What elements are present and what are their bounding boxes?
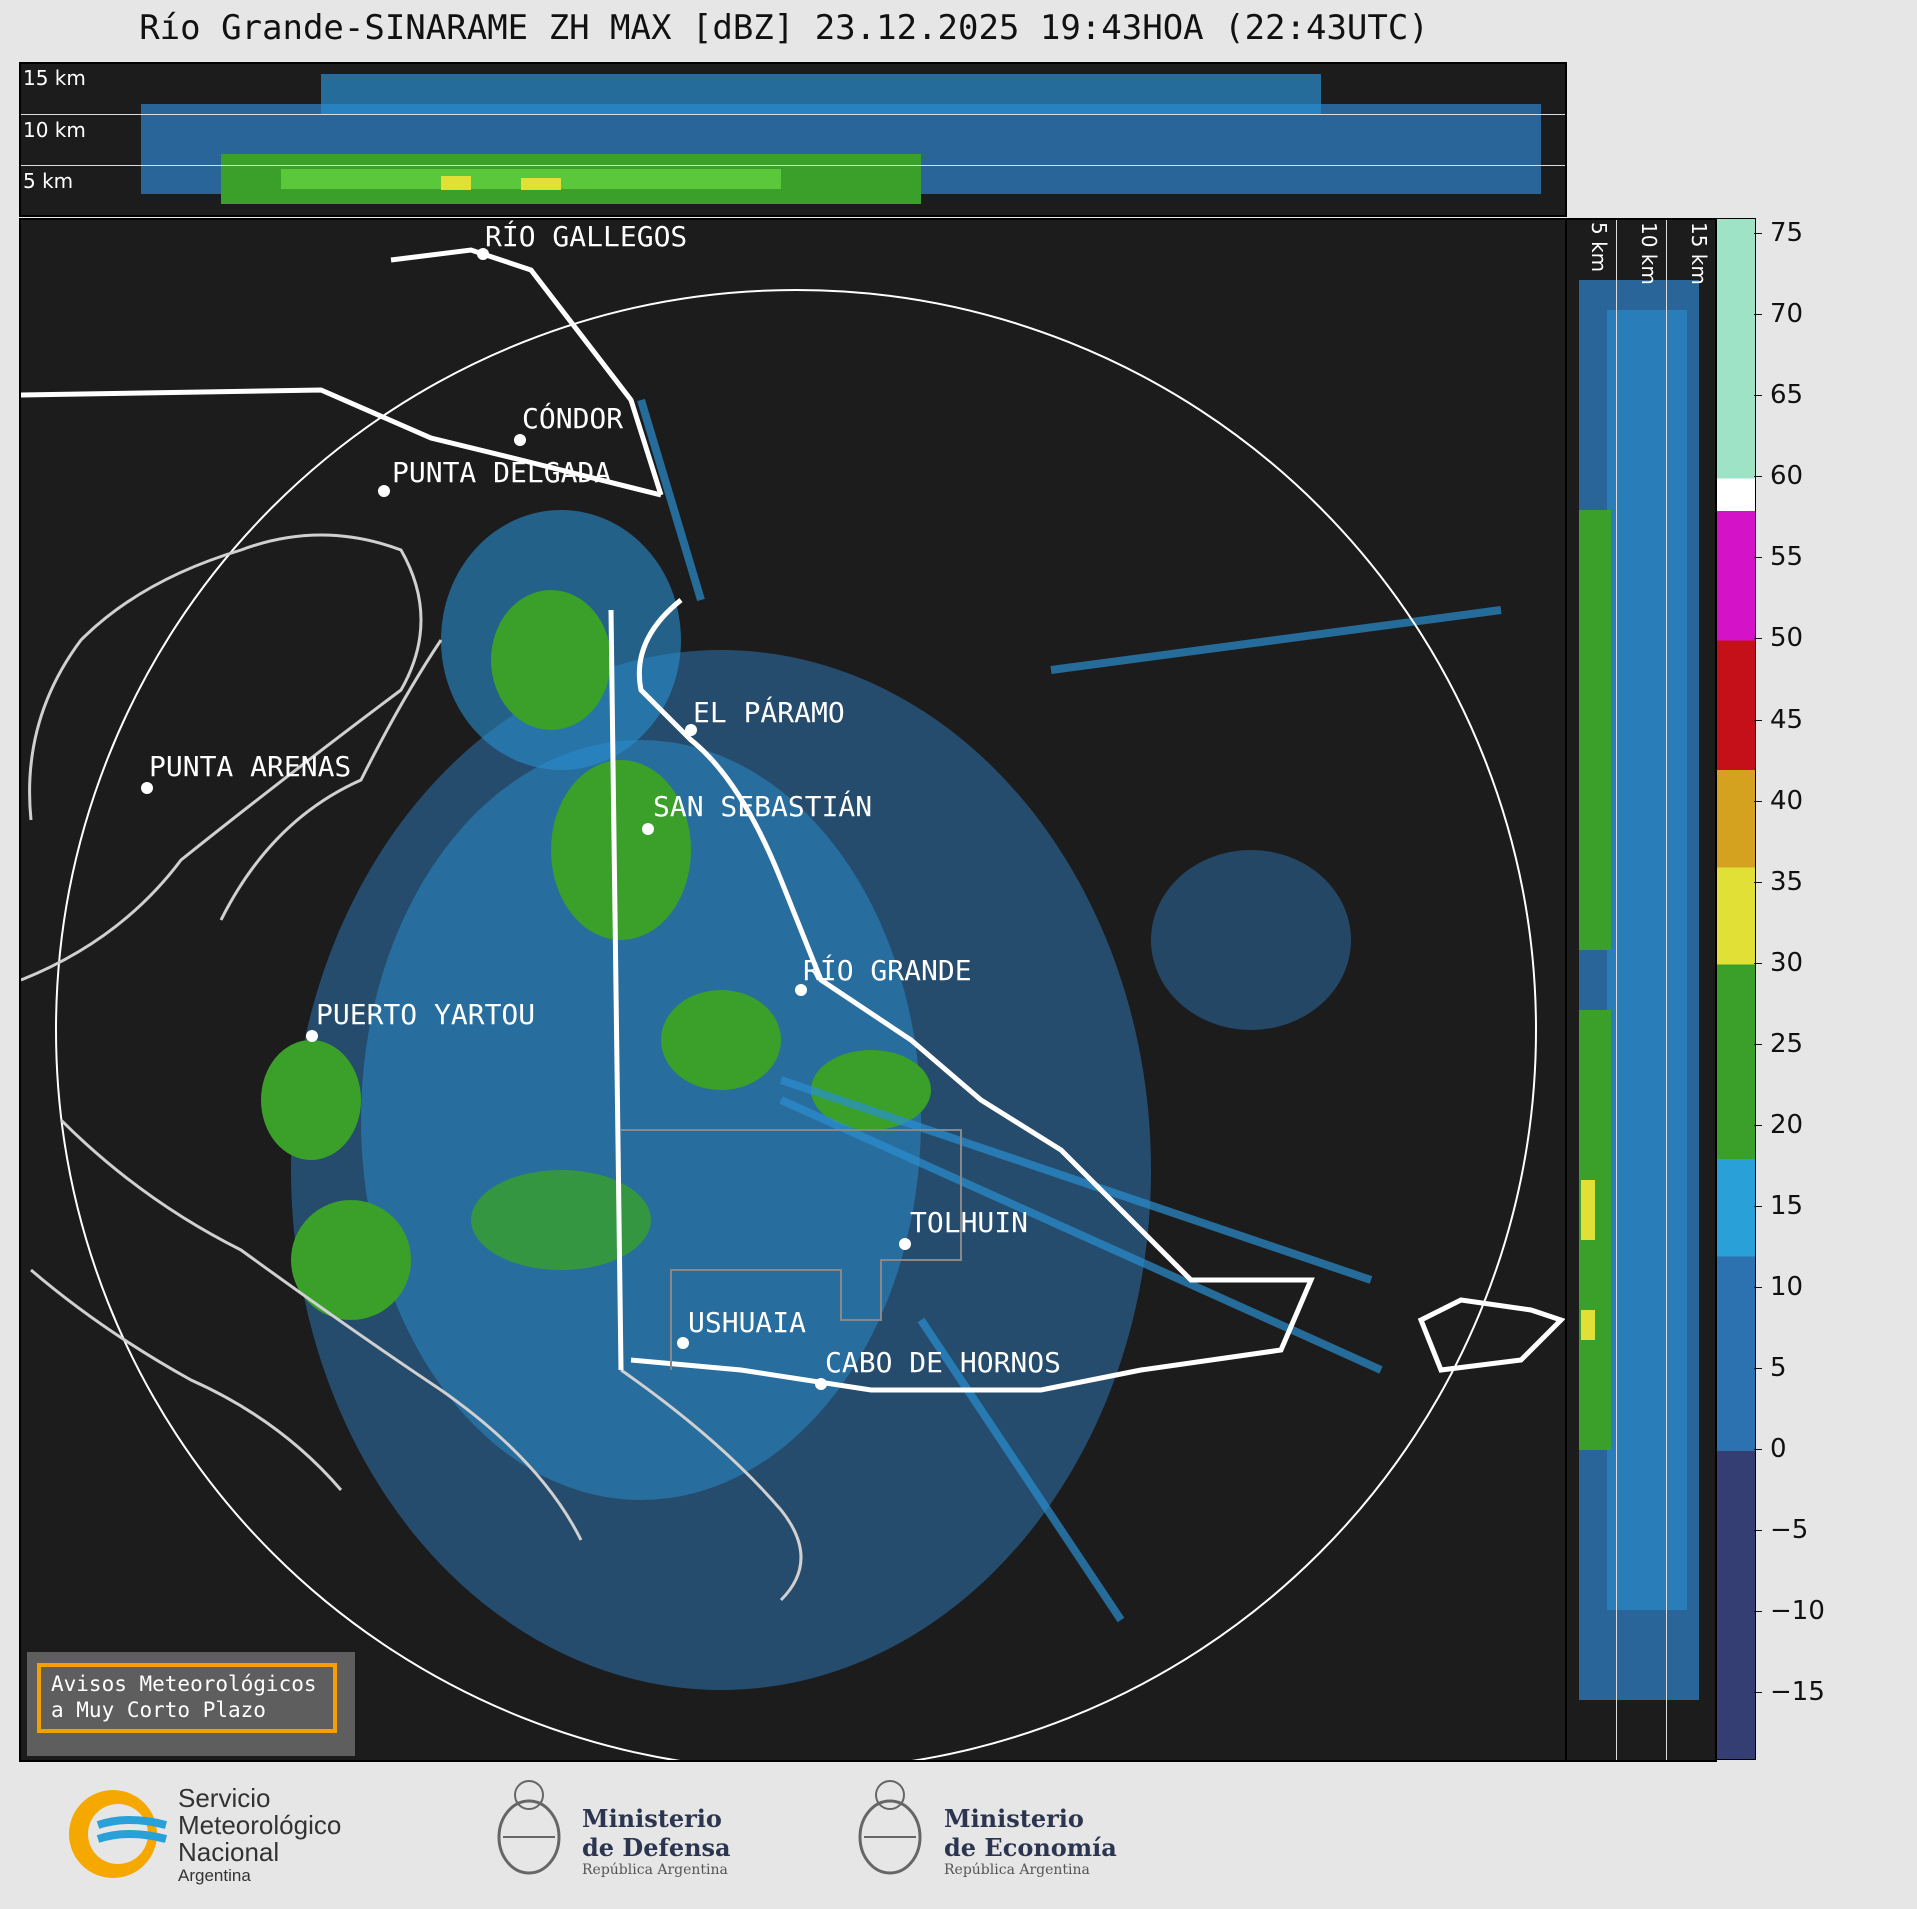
city-label-punta-delgada: PUNTA DELGADA (392, 456, 612, 489)
city-label-cabo-de-hornos: CABO DE HORNOS (825, 1346, 1062, 1379)
city-label-ushuaia: USHUAIA (688, 1306, 807, 1339)
city-marker-punta-arenas (141, 782, 153, 794)
defensa-seal-icon (495, 1775, 563, 1893)
city-marker-puerto-yartou (306, 1030, 318, 1042)
economia-line-3: República Argentina (944, 1862, 1090, 1878)
smn-line-1: Servicio (178, 1783, 271, 1813)
colorbar-tick-label: −5 (1753, 1515, 1808, 1545)
city-marker-punta-delgada (378, 485, 390, 497)
colorbar-tick-label: 20 (1753, 1110, 1803, 1140)
colorbar-tick-label: 70 (1753, 299, 1803, 329)
height-label-15km: 15 km (23, 66, 86, 90)
side-height-label-15km: 15 km (1687, 222, 1711, 285)
city-label-rio-gallegos: RÍO GALLEGOS (485, 220, 688, 253)
radar-map: RÍO GALLEGOS CÓNDOR PUNTA DELGADA EL PÁR… (19, 218, 1567, 1762)
colorbar-tick-label: 15 (1753, 1191, 1803, 1221)
city-label-el-paramo: EL PÁRAMO (693, 696, 845, 729)
city-marker-condor (514, 434, 526, 446)
side-height-label-5km: 5 km (1587, 222, 1611, 273)
side-height-label-10km: 10 km (1637, 222, 1661, 285)
height-label-5km: 5 km (23, 169, 74, 193)
colorbar-tick-label: 35 (1753, 867, 1803, 897)
city-label-punta-arenas: PUNTA ARENAS (149, 750, 352, 783)
page-title: Río Grande-SINARAME ZH MAX [dBZ] 23.12.2… (139, 8, 1429, 48)
smn-line-4: Argentina (178, 1866, 251, 1885)
notice-line-1: Avisos Meteorológicos (51, 1672, 317, 1696)
colorbar-tick-label: 45 (1753, 705, 1803, 735)
side-echo-profile (1579, 280, 1699, 1700)
city-label-tolhuin: TOLHUIN (910, 1206, 1029, 1239)
city-marker-rio-gallegos (477, 248, 489, 260)
smn-logo-text: Servicio Meteorológico Nacional Argentin… (178, 1785, 341, 1886)
city-label-rio-grande: RÍO GRANDE (803, 954, 972, 987)
city-marker-ushuaia (677, 1337, 689, 1349)
colorbar-tick-label: −10 (1754, 1596, 1825, 1626)
colorbar-tick-label: 30 (1753, 948, 1803, 978)
colorbar-tick-label: 25 (1753, 1029, 1803, 1059)
side-cross-section-panel: 5 km 10 km 15 km (1565, 218, 1717, 1762)
economia-logo-text: Ministerio de Economía República Argenti… (944, 1804, 1117, 1878)
notice-line-2: a Muy Corto Plazo (51, 1698, 266, 1722)
height-label-10km: 10 km (23, 118, 86, 142)
colorbar-tick-label: 75 (1753, 218, 1803, 248)
smn-line-3: Nacional (178, 1837, 280, 1867)
top-cross-section-panel: 15 km 10 km 5 km (19, 62, 1567, 217)
city-label-san-sebastian: SAN SEBASTIÁN (653, 790, 873, 823)
colorbar-tick-label: −15 (1754, 1677, 1825, 1707)
defensa-line-3: República Argentina (582, 1862, 728, 1878)
radar-echo-layer (21, 247, 1565, 1760)
colorbar-tick-label: 55 (1753, 542, 1803, 572)
colorbar-tick-label: 50 (1753, 623, 1803, 653)
defensa-line-2: de Defensa (582, 1833, 731, 1862)
notice-box: Avisos Meteorológicos a Muy Corto Plazo (27, 1652, 355, 1756)
defensa-line-1: Ministerio (582, 1804, 722, 1833)
top-echo-profile (141, 74, 1541, 204)
economia-seal-icon (856, 1775, 924, 1893)
smn-logo-icon (69, 1790, 168, 1878)
economia-line-1: Ministerio (944, 1804, 1084, 1833)
city-marker-tolhuin (899, 1238, 911, 1250)
smn-logo (58, 1787, 168, 1882)
city-marker-el-paramo (685, 724, 697, 736)
colorbar-tick-label: 60 (1753, 461, 1803, 491)
smn-line-2: Meteorológico (178, 1810, 342, 1840)
colorbar-tick-label: 0 (1754, 1434, 1787, 1464)
colorbar-tick-label: 65 (1753, 380, 1803, 410)
city-label-puerto-yartou: PUERTO YARTOU (316, 998, 536, 1031)
city-label-condor: CÓNDOR (522, 402, 624, 435)
reflectivity-colorbar (1716, 218, 1756, 1760)
city-marker-cabo-de-hornos (815, 1378, 827, 1390)
colorbar-tick-label: 40 (1753, 786, 1803, 816)
city-marker-rio-grande (795, 984, 807, 996)
economia-line-2: de Economía (944, 1833, 1117, 1862)
city-marker-san-sebastian (642, 823, 654, 835)
defensa-logo-text: Ministerio de Defensa República Argentin… (582, 1804, 731, 1878)
colorbar-tick-label: 10 (1753, 1272, 1803, 1302)
colorbar-tick-label: 5 (1754, 1353, 1787, 1383)
